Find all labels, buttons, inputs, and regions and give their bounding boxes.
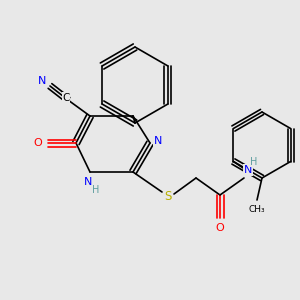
Text: N: N — [38, 76, 46, 86]
Text: N: N — [244, 165, 252, 175]
Text: N: N — [154, 136, 162, 146]
Text: H: H — [92, 185, 100, 195]
Text: S: S — [164, 190, 172, 202]
Text: N: N — [84, 177, 92, 187]
Text: O: O — [34, 138, 42, 148]
Text: H: H — [250, 157, 258, 167]
Text: C: C — [62, 93, 70, 103]
Text: CH₃: CH₃ — [249, 206, 265, 214]
Text: O: O — [216, 223, 224, 233]
